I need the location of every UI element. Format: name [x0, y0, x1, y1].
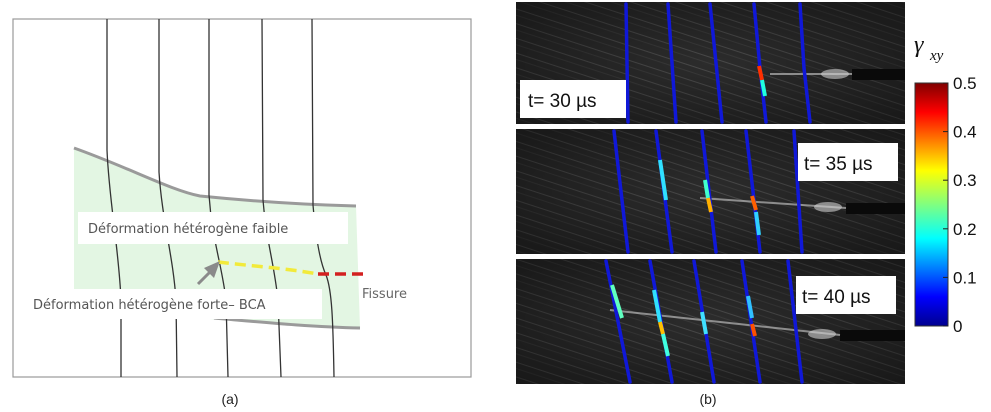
strain-hotspot: [754, 211, 761, 236]
strong-zone-label: Déformation hétérogène forte– BCA: [33, 298, 266, 313]
notch: [840, 330, 905, 341]
frame-t30: t= 30 µs: [516, 2, 905, 124]
strain-line: [666, 2, 678, 124]
panel-b: t= 30 µs t= 35 µs: [516, 2, 977, 407]
strain-hotspot: [703, 179, 710, 199]
time-label: t= 30 µs: [528, 91, 597, 112]
frame-t40: t= 40 µs: [516, 259, 905, 384]
strain-hotspot: [658, 321, 665, 335]
strain-hotspot: [661, 333, 670, 357]
strain-line: [700, 129, 718, 254]
time-label: t= 40 µs: [802, 287, 871, 308]
colorbar: γ xy 0.5 0.4 0.3 0.2 0.1 0: [914, 32, 977, 336]
time-label: t= 35 µs: [804, 154, 873, 175]
colorbar-symbol: γ: [914, 32, 924, 58]
crack-tip-glow: [814, 202, 842, 212]
time-label-bg: [520, 80, 626, 118]
notch: [852, 69, 905, 80]
crack-label: Fissure: [362, 287, 407, 302]
colorbar-tick-label: 0.4: [953, 123, 977, 142]
weak-zone-label: Déformation hétérogène faible: [88, 222, 288, 237]
strain-hotspot: [750, 323, 757, 337]
crack-tip-glow: [808, 329, 836, 339]
strong-zone-label-bg: [26, 289, 322, 319]
weak-zone-label-bg: [78, 212, 348, 244]
strain-line: [792, 129, 804, 254]
colorbar-tick-label: 0.2: [953, 220, 977, 239]
strain-hotspot: [610, 284, 624, 319]
strain-line: [612, 129, 630, 254]
strain-hotspot: [700, 311, 708, 335]
panel-a-caption: (a): [221, 391, 238, 407]
strain-line: [786, 259, 804, 384]
colorbar-tick-label: 0: [953, 317, 962, 336]
colorbar-gradient: [914, 82, 949, 327]
strain-hotspot: [706, 197, 713, 213]
panel-b-caption: (b): [699, 391, 716, 407]
colorbar-ticks: 0.5 0.4 0.3 0.2 0.1 0: [943, 74, 977, 336]
strain-hotspot: [760, 79, 767, 97]
colorbar-tick-label: 0.5: [953, 74, 977, 93]
strain-line: [624, 2, 630, 124]
notch: [846, 203, 905, 214]
strain-hotspot: [652, 289, 662, 323]
strain-hotspot: [750, 195, 758, 211]
pointer-arrow-head: [204, 261, 220, 278]
strain-line: [604, 259, 632, 384]
strain-line: [740, 259, 762, 384]
crack-tip-glow: [821, 69, 849, 79]
shear-band: [217, 260, 319, 276]
panel-a: Déformation hétérogène faible Déformatio…: [12, 18, 472, 407]
strain-hotspot: [757, 65, 764, 81]
strain-hotspot: [658, 159, 668, 201]
strain-line: [708, 2, 724, 124]
strain-line: [798, 2, 812, 124]
colorbar-tick-label: 0.1: [953, 268, 977, 287]
lower-zone-boundary: [213, 316, 361, 330]
colorbar-subscript: xy: [929, 48, 944, 64]
time-label-bg: [796, 276, 896, 314]
colorbar-tick-label: 0.3: [953, 171, 977, 190]
strain-hotspot: [746, 295, 754, 319]
crack-trace: [609, 309, 841, 336]
frame-t35: t= 35 µs: [516, 129, 905, 254]
time-label-bg: [798, 143, 898, 181]
upper-zone-boundary: [73, 146, 357, 208]
